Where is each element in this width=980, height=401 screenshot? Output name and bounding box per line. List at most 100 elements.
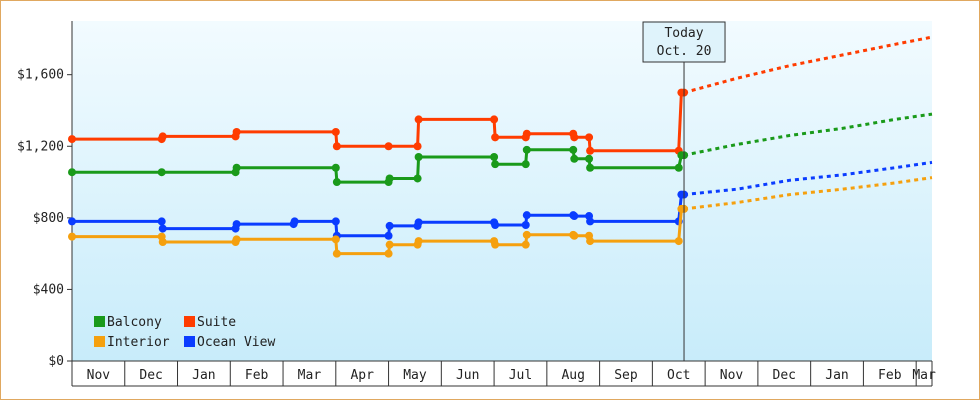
today-label: Today <box>664 26 703 41</box>
month-label: Jan <box>192 368 215 383</box>
data-point <box>521 160 530 169</box>
data-point <box>585 133 594 142</box>
data-point <box>385 174 394 183</box>
month-label: Nov <box>87 368 111 383</box>
data-point <box>413 174 422 183</box>
data-point <box>585 154 594 163</box>
data-point <box>522 211 531 220</box>
data-point <box>586 217 595 226</box>
month-label: Jun <box>456 368 479 383</box>
legend-swatch <box>184 316 195 327</box>
month-label: Mar <box>912 368 936 383</box>
month-label: Jul <box>509 368 532 383</box>
plot-area <box>72 21 932 361</box>
month-label: Oct <box>667 368 690 383</box>
month-label: Apr <box>350 368 374 383</box>
data-point <box>414 218 423 227</box>
data-point <box>522 129 531 138</box>
data-point <box>331 163 340 172</box>
forecast-line <box>683 176 933 211</box>
data-point <box>570 231 579 240</box>
data-point <box>522 230 531 239</box>
data-point <box>570 133 579 142</box>
month-label: Dec <box>773 368 796 383</box>
legend: Balcony Suite Interior Ocean View <box>94 315 275 350</box>
legend-swatch <box>184 336 195 347</box>
data-point <box>157 168 166 177</box>
data-point <box>570 212 579 221</box>
data-point <box>491 240 500 249</box>
today-marker: Today Oct. 20 <box>642 21 726 361</box>
data-point <box>414 153 423 161</box>
data-point <box>414 115 423 124</box>
data-point <box>521 240 530 249</box>
month-label: Jan <box>825 368 848 383</box>
month-label: Aug <box>561 368 584 383</box>
data-point <box>232 220 241 229</box>
data-point <box>490 115 499 124</box>
legend-label: Ocean View <box>197 335 275 350</box>
data-point <box>491 160 500 169</box>
data-point <box>331 217 340 226</box>
today-date: Oct. 20 <box>657 44 712 59</box>
y-tick-label: $1,200 <box>17 139 64 154</box>
month-label: Dec <box>139 368 162 383</box>
data-point <box>384 249 393 258</box>
data-point <box>521 221 530 229</box>
legend-label: Balcony <box>107 315 162 330</box>
month-label: Mar <box>298 368 322 383</box>
data-point <box>68 168 76 177</box>
data-point <box>385 221 394 230</box>
data-point <box>232 163 241 172</box>
y-tick-label: $0 <box>48 354 64 369</box>
series-interior <box>68 176 933 258</box>
month-label: Feb <box>245 368 269 383</box>
series-suite <box>68 35 933 155</box>
data-point <box>332 249 341 258</box>
data-point <box>232 235 241 244</box>
data-point <box>570 154 579 163</box>
data-point <box>68 135 76 144</box>
data-point <box>157 217 166 226</box>
data-point <box>674 163 683 172</box>
data-point <box>332 142 341 151</box>
legend-swatch <box>94 336 105 347</box>
data-point <box>158 238 167 246</box>
data-point <box>68 232 76 241</box>
data-point <box>586 146 595 155</box>
data-point <box>158 132 167 141</box>
y-axis: $0 $400 $800 $1,200 $1,600 <box>17 21 73 369</box>
data-point <box>491 133 500 142</box>
data-point <box>384 142 393 151</box>
data-point <box>586 237 595 246</box>
data-point <box>290 217 299 226</box>
y-tick-label: $800 <box>33 211 64 226</box>
data-point <box>384 231 393 240</box>
data-point <box>522 145 531 154</box>
series-balcony <box>68 112 933 187</box>
data-point <box>491 221 500 229</box>
today-callout-box <box>642 21 726 63</box>
data-point <box>385 240 394 249</box>
month-label: May <box>403 368 427 383</box>
data-point <box>332 178 341 187</box>
data-point <box>490 153 499 161</box>
data-point <box>331 235 340 244</box>
data-point <box>232 127 241 136</box>
forecast-line <box>683 160 933 197</box>
month-label: Sep <box>614 368 638 383</box>
data-point <box>674 237 683 246</box>
data-point <box>68 217 76 226</box>
legend-swatch <box>94 316 105 327</box>
data-point <box>413 142 422 151</box>
legend-label: Suite <box>197 315 236 330</box>
y-tick-label: $400 <box>33 282 64 297</box>
data-point <box>331 127 340 136</box>
x-axis: Nov Dec Jan Feb Mar Apr May Jun Jul Aug Sep Oct Nov D… <box>71 360 936 387</box>
legend-label: Interior <box>107 335 170 350</box>
month-label: Nov <box>720 368 744 383</box>
data-point <box>586 163 595 172</box>
y-tick-label: $1,600 <box>17 68 64 83</box>
